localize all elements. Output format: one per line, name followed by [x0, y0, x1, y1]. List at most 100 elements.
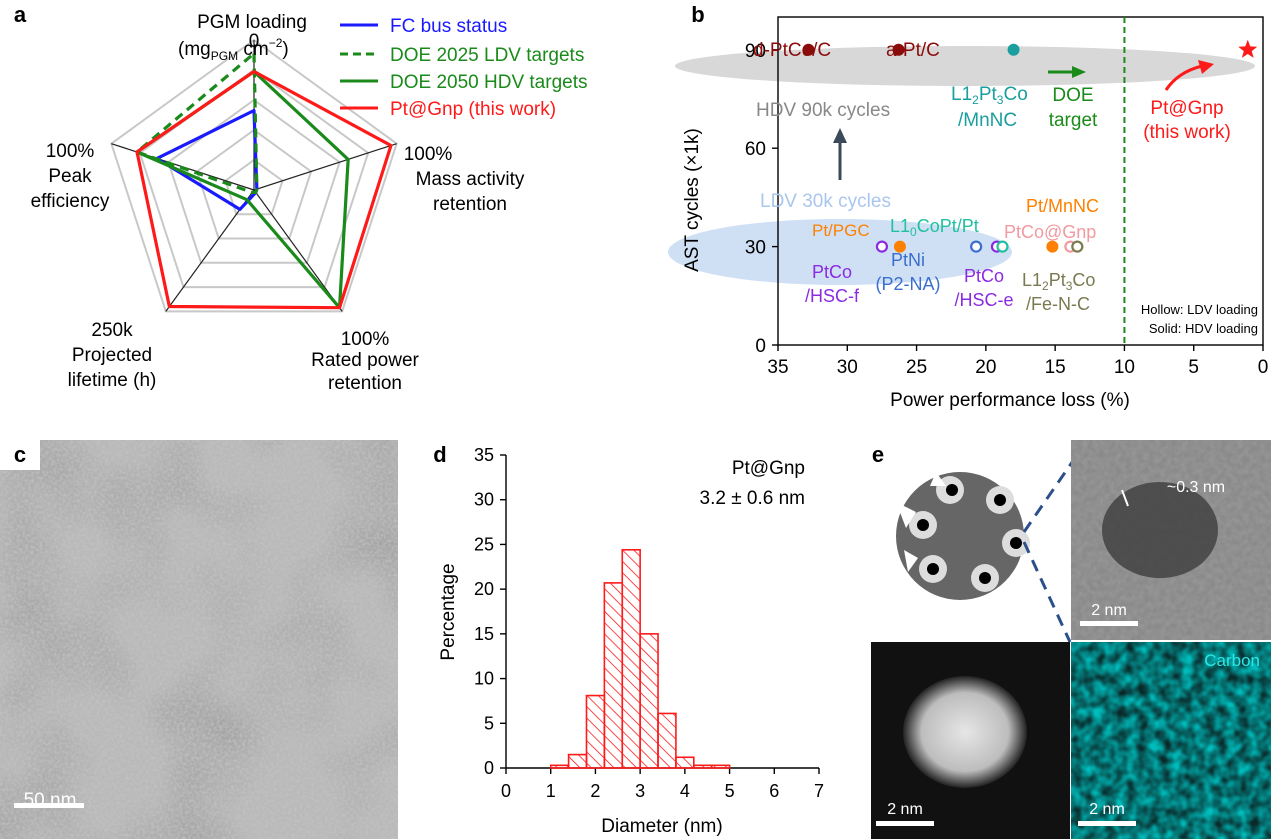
radar-grid-ring — [224, 158, 284, 216]
scatter-point-solid — [893, 240, 906, 253]
x-tick-label: 3 — [635, 781, 645, 801]
scale-bar-e1 — [1080, 621, 1138, 626]
y-tick-label: 10 — [474, 669, 494, 689]
histogram-title: Pt@Gnp — [732, 458, 805, 479]
radar-axis-unit-pgm: (mgPGM cm−2) — [178, 36, 289, 63]
label-apt: a-Pt/C — [886, 40, 940, 61]
histogram-subtitle: 3.2 ± 0.6 nm — [700, 488, 805, 509]
y-tick-label: 20 — [474, 579, 494, 599]
scale-bar-c — [14, 803, 84, 808]
scatter-y-axis-label: AST cycles (×1k) — [682, 128, 703, 272]
ptgnp-label-2: (this work) — [1143, 122, 1231, 143]
radar-axis-label-peak-2: efficiency — [31, 191, 110, 212]
x-tick-label: 2 — [590, 781, 600, 801]
y-tick-label: 90 — [745, 41, 766, 62]
legend-label-doe2025: DOE 2025 LDV targets — [390, 45, 584, 66]
radar-axis-label-rated-2: retention — [328, 373, 402, 394]
y-tick-label: 25 — [474, 534, 494, 554]
ptgnp-arrow-shaft — [1164, 64, 1203, 91]
histogram-bars — [549, 548, 731, 769]
label-l12pt3co-fenc-1: L12Pt3Co — [1022, 270, 1095, 293]
panel-d-histogram: 0 1 2 3 4 5 6 7 0 5 10 15 20 25 30 35 Pt@Gnp 3.2 ± 0.6 … — [438, 445, 824, 837]
radar-axis-end-rated: 100% — [341, 329, 390, 350]
label-ptco-hscf-2: /HSC-f — [805, 286, 860, 306]
histogram-bar — [603, 582, 624, 769]
scale-label-e1: 2 nm — [1091, 602, 1127, 619]
x-tick-label: 15 — [1045, 357, 1066, 378]
radar-series-1 — [135, 51, 259, 195]
scale-bar-e2 — [876, 821, 934, 826]
radar-axis-label-lifetime-2: lifetime (h) — [68, 370, 157, 391]
radar-grid-ring — [167, 98, 341, 264]
x-tick-label: 7 — [814, 781, 824, 801]
y-tick-label: 0 — [484, 758, 494, 778]
radar-series-3 — [135, 69, 393, 310]
tem-particles — [0, 440, 398, 839]
x-tick-label: 5 — [725, 781, 735, 801]
scale-label-c: 50 nm — [24, 790, 77, 811]
panel-b-scatter-chart: 35 30 25 20 15 10 5 0 0 30 60 90 HDV 90k cycles LDV… — [668, 16, 1269, 411]
radar-axis-end-peak: 100% — [46, 141, 95, 162]
histogram-axes: 0 1 2 3 4 5 6 7 0 5 10 15 20 25 30 35 — [474, 445, 824, 801]
label-l12pt3co-mnnc-2: /MnNC — [958, 110, 1017, 131]
x-tick-label: 25 — [906, 357, 927, 378]
panel-label-d: d — [420, 440, 460, 470]
panel-e-schematic-and-images: ~0.3 nm 2 nm 2 nm Carbon 2 nm — [871, 440, 1271, 839]
scatter-points — [802, 39, 1258, 253]
lattice-spacing-label: ~0.3 nm — [1167, 479, 1225, 496]
y-tick-label: 5 — [484, 713, 494, 733]
ldv-band-label: LDV 30k cycles — [760, 191, 891, 212]
radar-axis-label-pgm: PGM loading — [197, 12, 307, 33]
radar-axis-label-lifetime-1: Projected — [72, 345, 152, 366]
carbon-eels-map: Carbon 2 nm — [1071, 642, 1271, 839]
legend-label-doe2050: DOE 2050 HDV targets — [390, 72, 587, 93]
ptgnp-arrow-head — [1198, 60, 1214, 74]
band-ellipses — [668, 46, 1255, 285]
scatter-point-hollow — [996, 240, 1009, 253]
spacing-arrow — [1121, 489, 1129, 507]
x-tick-label: 1 — [546, 781, 556, 801]
label-ptpgc: Pt/PGC — [812, 221, 870, 240]
radar-legend: FC bus status DOE 2025 LDV targets DOE 2… — [340, 16, 587, 120]
histogram-bar — [621, 548, 641, 769]
hollow-note: Hollow: LDV loading — [1141, 302, 1258, 317]
scatter-point-solid — [1046, 240, 1059, 253]
solid-note: Solid: HDV loading — [1149, 321, 1258, 336]
histogram-bar — [549, 764, 570, 769]
haadf-image: 2 nm — [871, 642, 1070, 839]
radar-axis-label-mass-1: Mass activity — [416, 169, 525, 190]
legend-label-fc-bus: FC bus status — [390, 16, 507, 37]
hdv-band-label: HDV 90k cycles — [756, 100, 890, 121]
ptgnp-label-1: Pt@Gnp — [1150, 98, 1223, 119]
radar-axis-end-lifetime: 250k — [91, 320, 133, 341]
x-tick-label: 0 — [1258, 357, 1269, 378]
panel-c-tem-micrograph: 50 nm — [0, 440, 398, 839]
scatter-point-hollow — [970, 240, 983, 253]
label-l10copt: L10CoPt/Pt — [890, 216, 979, 239]
x-tick-label: 35 — [767, 357, 788, 378]
zoom-line-bottom — [1022, 541, 1072, 643]
scale-label-e3: 2 nm — [1089, 801, 1125, 818]
x-tick-label: 0 — [501, 781, 511, 801]
label-l12pt3co-mnnc-1: L12Pt3Co — [951, 84, 1028, 107]
doe-target-label-2: target — [1049, 110, 1098, 131]
histogram-bar — [585, 694, 606, 769]
scatter-point-solid — [892, 43, 905, 56]
panel-label-b: b — [678, 0, 718, 30]
histogram-x-axis-label: Diameter (nm) — [601, 816, 722, 837]
scatter-x-axis-label: Power performance loss (%) — [890, 390, 1130, 411]
x-tick-label: 6 — [769, 781, 779, 801]
radar-grid-ring — [138, 68, 370, 289]
radar-axis-end-mass: 100% — [404, 144, 453, 165]
scale-bar-e3 — [1078, 821, 1136, 826]
label-ptcognp: PtCo@Gnp — [1004, 222, 1096, 242]
hdv-band-ellipse — [675, 46, 1255, 86]
scatter-point-solid — [1007, 43, 1020, 56]
scatter-point-star — [1238, 39, 1258, 58]
x-tick-label: 4 — [680, 781, 690, 801]
ldv-band-ellipse — [668, 219, 1012, 285]
radar-axis-label-mass-2: retention — [433, 194, 507, 215]
label-ptco-hscf-1: PtCo — [812, 262, 852, 282]
pore-sites — [896, 472, 1030, 592]
histogram-bar — [675, 756, 695, 769]
